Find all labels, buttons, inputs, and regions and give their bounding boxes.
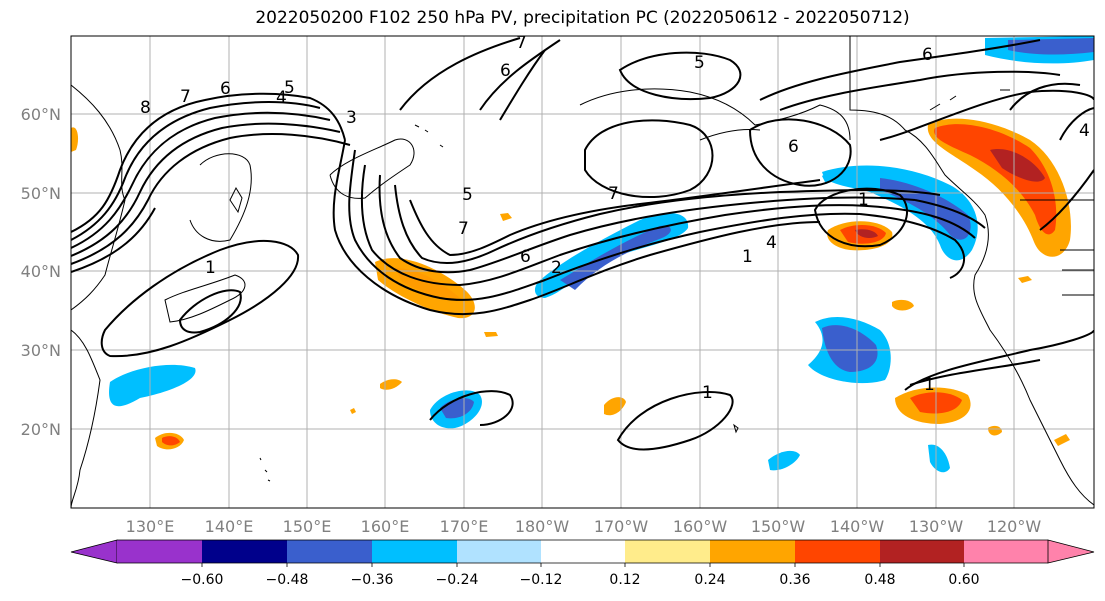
colorbar: −0.60 −0.48 −0.36 −0.24 −0.12 0.12 0.24 … bbox=[70, 539, 1095, 588]
lat-label: 20°N bbox=[21, 420, 61, 439]
contour-label: 5 bbox=[462, 185, 473, 205]
lon-label: 180°W bbox=[515, 517, 570, 536]
colorbar-extend-min bbox=[70, 539, 118, 564]
colorbar-segment bbox=[287, 540, 372, 563]
colorbar-segment bbox=[117, 540, 202, 563]
colorbar-segment bbox=[880, 540, 964, 563]
colorbar-tick-label: 0.48 bbox=[864, 572, 895, 588]
colorbar-tick-label: −0.24 bbox=[436, 572, 479, 588]
contour-label: 7 bbox=[180, 87, 191, 107]
contour-label: 5 bbox=[284, 78, 295, 98]
contour-label: 7 bbox=[608, 184, 619, 204]
contour-label: 1 bbox=[205, 258, 216, 278]
lon-label: 170°W bbox=[594, 517, 649, 536]
lon-label: 130°E bbox=[126, 517, 175, 536]
contour-label: 5 bbox=[694, 53, 705, 73]
colorbar-tick-label: −0.12 bbox=[520, 572, 563, 588]
contour-label: 4 bbox=[766, 233, 777, 253]
contour-label: 7 bbox=[516, 33, 527, 53]
contour-label: 6 bbox=[520, 247, 531, 267]
latitude-labels: 60°N 50°N 40°N 30°N 20°N bbox=[21, 105, 61, 439]
longitude-labels: 130°E 140°E 150°E 160°E 170°E 180°W 170°… bbox=[126, 517, 1042, 536]
colorbar-segment bbox=[625, 540, 710, 563]
colorbar-segment bbox=[202, 540, 287, 563]
lon-label: 160°E bbox=[361, 517, 410, 536]
lon-label: 120°W bbox=[987, 517, 1042, 536]
colorbar-segment bbox=[372, 540, 457, 563]
contour-labels: 8 7 6 5 4 3 1 7 5 7 6 2 1 6 7 6 5 1 4 1 … bbox=[140, 33, 1090, 403]
lon-label: 150°E bbox=[283, 517, 332, 536]
map-frame bbox=[70, 35, 1095, 509]
colorbar-segment bbox=[795, 540, 880, 563]
contour-label: 8 bbox=[140, 98, 151, 118]
colorbar-tick-label: −0.60 bbox=[181, 572, 224, 588]
lat-label: 60°N bbox=[21, 105, 61, 124]
contour-label: 4 bbox=[276, 88, 287, 108]
lon-label: 170°E bbox=[440, 517, 489, 536]
contour-label: 3 bbox=[346, 108, 357, 128]
contour-label: 1 bbox=[702, 383, 713, 403]
colorbar-tick-label: 0.60 bbox=[948, 572, 979, 588]
colorbar-segment bbox=[457, 540, 541, 563]
lat-label: 30°N bbox=[21, 341, 61, 360]
lon-label: 140°E bbox=[205, 517, 254, 536]
colorbar-tick-label: −0.36 bbox=[351, 572, 394, 588]
contour-label: 4 bbox=[1079, 121, 1090, 141]
colorbar-segment bbox=[710, 540, 795, 563]
contour-label: 6 bbox=[922, 45, 933, 65]
contour-label: 1 bbox=[924, 375, 935, 395]
contour-label: 6 bbox=[788, 137, 799, 157]
colorbar-segment bbox=[541, 540, 625, 563]
contour-label: 7 bbox=[458, 219, 469, 239]
colorbar-tick-label: 0.12 bbox=[609, 572, 640, 588]
colorbar-extend-max bbox=[1047, 539, 1095, 564]
lat-label: 50°N bbox=[21, 184, 61, 203]
contour-label: 6 bbox=[220, 79, 231, 99]
lat-label: 40°N bbox=[21, 262, 61, 281]
lon-label: 130°W bbox=[909, 517, 964, 536]
lon-label: 160°W bbox=[673, 517, 728, 536]
pv-contours bbox=[71, 37, 1094, 451]
map-title: 2022050200 F102 250 hPa PV, precipitatio… bbox=[255, 8, 910, 28]
colorbar-tick-label: 0.36 bbox=[779, 572, 810, 588]
colorbar-segment bbox=[964, 540, 1048, 563]
contour-label: 6 bbox=[500, 61, 511, 81]
contour-label: 2 bbox=[551, 258, 562, 278]
contour-label: 1 bbox=[742, 247, 753, 267]
contour-label: 1 bbox=[858, 190, 869, 210]
colorbar-tick-label: −0.48 bbox=[266, 572, 309, 588]
lon-label: 150°W bbox=[751, 517, 806, 536]
colorbar-tick-label: 0.24 bbox=[694, 572, 725, 588]
lon-label: 140°W bbox=[830, 517, 885, 536]
